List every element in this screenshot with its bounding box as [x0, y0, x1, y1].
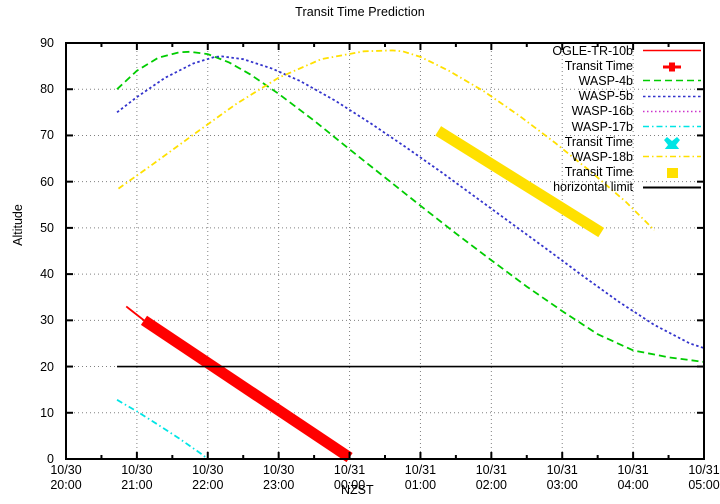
legend-item: WASP-5b [470, 89, 705, 104]
legend-item-label: WASP-16b [571, 104, 633, 119]
x-axis-tick-label: 10/31 05:00 [688, 463, 720, 492]
transit-segment-ogle-tr-10b [140, 315, 353, 463]
series-line-wasp-4b [116, 50, 705, 363]
legend-item: Transit Time [470, 165, 705, 180]
legend-item-label: Transit Time [564, 165, 633, 180]
x-axis-tick-label: 10/30 23:00 [263, 463, 295, 492]
legend-key-line-dashed [639, 73, 705, 88]
legend-item-label: OGLE-TR-10b [552, 43, 633, 58]
legend-item: WASP-17b [470, 119, 705, 134]
y-axis-tick-label: 0 [47, 452, 54, 466]
x-axis-tick-label: 10/31 02:00 [475, 463, 507, 492]
legend-item-label: WASP-17b [571, 119, 633, 134]
x-axis-tick-label: 10/30 21:00 [121, 463, 153, 492]
legend-key-line-dash-dot [639, 149, 705, 164]
legend-key-marker-plus [639, 58, 705, 73]
legend-key-glyph [664, 137, 680, 150]
transit-segment-wasp-18b [435, 126, 605, 238]
legend-key-line-dash-dot [639, 119, 705, 134]
page-title: Transit Time Prediction [295, 5, 425, 19]
y-axis-tick-label: 70 [40, 128, 54, 143]
legend-item: horizontal limit [470, 180, 705, 195]
x-axis-tick-label: 10/31 04:00 [617, 463, 649, 492]
legend-key-marker-square [639, 165, 705, 180]
y-axis-tick-label: 30 [40, 313, 54, 328]
x-axis-tick-label: 10/30 20:00 [50, 463, 82, 492]
y-axis-tick-label: 20 [40, 359, 54, 374]
legend-key-marker-cross [639, 134, 705, 150]
series-line-wasp-5b [116, 55, 705, 349]
legend-item-label: WASP-5b [578, 89, 633, 104]
x-axis-tick-label: 10/31 00:00 [333, 463, 366, 492]
legend-key-line-dotted [639, 89, 705, 104]
legend-key-line-solid [639, 180, 705, 195]
x-axis-tick-label: 10/31 01:00 [404, 463, 437, 492]
y-axis-tick-label: 90 [40, 36, 54, 50]
chart-legend: OGLE-TR-10b Transit Time WASP-4b WASP-5b WAS… [470, 43, 705, 195]
x-axis-label: NZST [341, 483, 374, 497]
series-line-wasp-18b [117, 49, 656, 231]
legend-item: Transit Time [470, 134, 705, 150]
legend-key-glyph [667, 167, 678, 178]
legend-item-label: WASP-4b [578, 73, 633, 88]
x-axis-tick-label: 10/31 03:00 [546, 463, 578, 492]
legend-item: WASP-18b [470, 149, 705, 164]
legend-item: WASP-16b [470, 104, 705, 119]
y-axis-tick-label: 40 [40, 267, 54, 282]
legend-item-label: Transit Time [564, 58, 633, 73]
legend-item: WASP-4b [470, 73, 705, 88]
y-axis-tick-label: 10 [40, 405, 54, 420]
legend-item: Transit Time [470, 58, 705, 73]
legend-key-line-dotted-fine [639, 104, 705, 119]
legend-key-line-solid [639, 43, 705, 58]
legend-item-label: WASP-18b [571, 149, 633, 164]
y-axis-tick-label: 80 [40, 82, 54, 97]
legend-item-label: horizontal limit [553, 180, 633, 195]
y-axis-tick-label: 50 [40, 220, 54, 235]
series-line-wasp-17b [116, 399, 209, 460]
legend-item-label: Transit Time [564, 134, 633, 149]
legend-item: OGLE-TR-10b [470, 43, 705, 58]
y-axis-tick-label: 60 [40, 174, 54, 189]
legend-key-glyph [663, 62, 681, 72]
x-axis-tick-label: 10/30 22:00 [192, 463, 224, 492]
